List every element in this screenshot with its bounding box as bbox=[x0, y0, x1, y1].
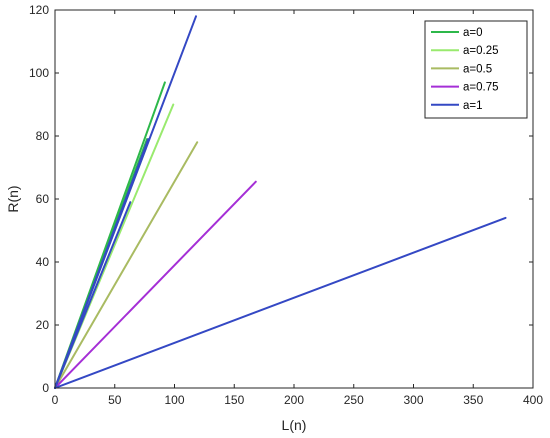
y-axis-label: R(n) bbox=[5, 185, 21, 212]
x-tick-label: 400 bbox=[523, 393, 543, 407]
x-axis-ticks: 0 50 100 150 200 250 300 350 400 bbox=[52, 10, 543, 407]
y-tick-label: 80 bbox=[36, 129, 50, 143]
legend-label: a=0.25 bbox=[463, 45, 499, 57]
series-line-a-1 bbox=[54, 201, 132, 389]
x-tick-label: 0 bbox=[52, 393, 59, 407]
y-axis-ticks: 0 20 40 60 80 100 120 bbox=[29, 3, 533, 395]
series-line-a-0-5 bbox=[54, 141, 199, 389]
series-line-a-1 bbox=[54, 216, 507, 389]
x-tick-label: 300 bbox=[403, 393, 423, 407]
y-tick-label: 40 bbox=[36, 255, 50, 269]
x-tick-label: 150 bbox=[224, 393, 244, 407]
y-tick-label: 100 bbox=[29, 66, 49, 80]
legend: a=0 a=0.25 a=0.5 a=0.75 a=1 bbox=[424, 20, 528, 119]
y-tick-label: 60 bbox=[36, 192, 50, 206]
x-tick-label: 250 bbox=[344, 393, 364, 407]
x-tick-label: 50 bbox=[108, 393, 122, 407]
legend-label: a=1 bbox=[463, 100, 483, 112]
y-tick-label: 0 bbox=[42, 381, 49, 395]
legend-label: a=0.75 bbox=[463, 82, 499, 94]
plot-lines bbox=[54, 15, 507, 389]
legend-box bbox=[424, 20, 528, 119]
x-axis-label: L(n) bbox=[282, 417, 307, 433]
y-tick-label: 20 bbox=[36, 318, 50, 332]
series-line-a-1 bbox=[54, 138, 150, 389]
x-tick-label: 100 bbox=[164, 393, 184, 407]
x-tick-label: 350 bbox=[463, 393, 483, 407]
legend-label: a=0 bbox=[463, 27, 483, 39]
legend-label: a=0.5 bbox=[463, 63, 492, 75]
series-line-a-0-75 bbox=[54, 180, 257, 389]
x-tick-label: 200 bbox=[284, 393, 304, 407]
y-tick-label: 120 bbox=[29, 3, 49, 17]
